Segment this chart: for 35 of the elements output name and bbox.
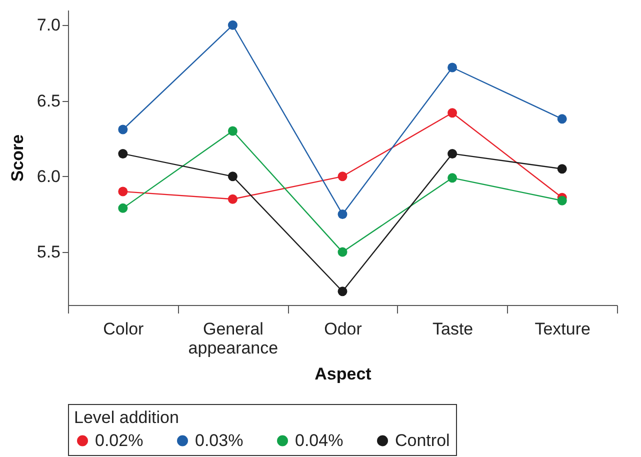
legend-label: 0.04% (295, 430, 344, 450)
point (228, 194, 238, 204)
point (557, 196, 567, 206)
x-tick-label: Texture (534, 320, 590, 338)
y-tick-label: 7.0 (36, 16, 60, 35)
x-tick-label: Taste (432, 320, 474, 338)
x-tick-label: Odor (324, 320, 362, 338)
point (118, 203, 128, 213)
point (557, 114, 567, 124)
point (448, 173, 458, 183)
point (118, 148, 128, 158)
point (338, 172, 348, 182)
y-axis-title: Score (8, 134, 27, 182)
x-tick-label: Color (103, 320, 144, 338)
point (448, 108, 458, 118)
point (338, 247, 348, 257)
x-tick-label: General appearance (188, 320, 278, 358)
point (338, 286, 348, 296)
point (228, 126, 238, 136)
point (228, 20, 238, 30)
point (448, 148, 458, 158)
y-tick-label: 6.5 (36, 91, 60, 110)
legend-label: 0.03% (195, 430, 244, 450)
y-tick-label: 6.0 (36, 166, 60, 186)
point (228, 172, 238, 182)
point (118, 124, 128, 134)
point (338, 209, 348, 219)
y-tick-label: 5.5 (36, 242, 60, 262)
point (118, 186, 128, 196)
point (448, 62, 458, 72)
legend-label: 0.02% (95, 430, 144, 450)
x-axis-title: Aspect (314, 364, 372, 384)
legend-label: Control (395, 430, 450, 450)
point (557, 164, 567, 174)
legend-title: Level addition (74, 408, 179, 427)
